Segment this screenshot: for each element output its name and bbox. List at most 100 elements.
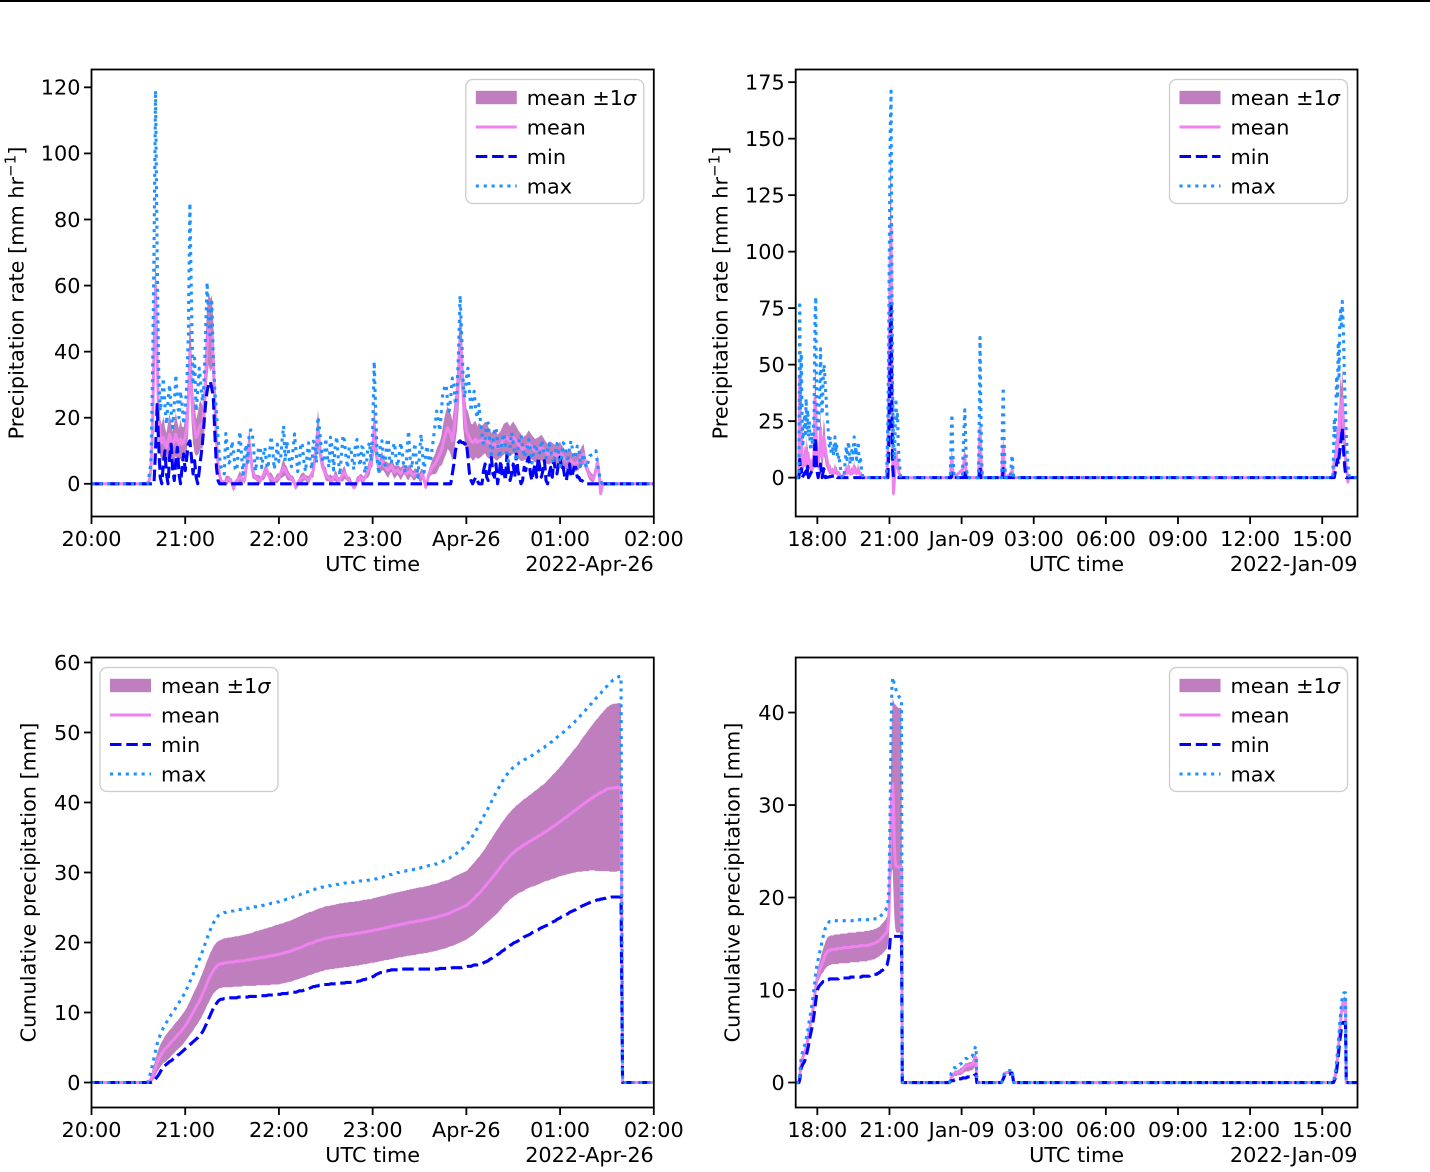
y-axis-label: Precipitation rate [mm hr−1 ] bbox=[706, 147, 733, 440]
y-tick-label: 50 bbox=[758, 353, 784, 377]
y-tick-label: 10 bbox=[758, 978, 784, 1002]
x-tick-label: 23:00 bbox=[343, 1118, 403, 1142]
axes-spines bbox=[794, 656, 1359, 1109]
y-tick-label: 150 bbox=[745, 127, 785, 151]
y-tick-label: 20 bbox=[54, 931, 80, 955]
x-tick-label: 21:00 bbox=[859, 1118, 919, 1142]
legend-label: mean ±1σ bbox=[161, 674, 271, 698]
subplot-top-left: 20:00 21:00 22:00 23:00 Apr-26 01:00 02:00 0 20 4… bbox=[2, 68, 684, 576]
x-axis-date-label: 2022-Apr-26 bbox=[525, 1143, 654, 1167]
y-tick-label: 60 bbox=[54, 651, 80, 675]
legend-label: max bbox=[1231, 762, 1276, 786]
legend-label: min bbox=[161, 733, 200, 757]
y-tick-label: 175 bbox=[745, 70, 785, 94]
y-tick-label: 40 bbox=[54, 791, 80, 815]
legend-band-swatch bbox=[1179, 90, 1221, 105]
plot-area-bottom-left bbox=[91, 674, 654, 1085]
x-tick-label: 23:00 bbox=[343, 527, 403, 551]
min-line bbox=[91, 895, 654, 1085]
x-tick-label: Apr-26 bbox=[432, 1118, 501, 1142]
min-line bbox=[795, 299, 1358, 480]
legend-label: mean bbox=[527, 115, 586, 139]
x-tick-label: 01:00 bbox=[530, 527, 590, 551]
x-tick-label: 21:00 bbox=[859, 527, 919, 551]
x-tick-label: 22:00 bbox=[249, 1118, 309, 1142]
x-tick-label: 15:00 bbox=[1292, 527, 1352, 551]
legend-label: min bbox=[1231, 733, 1270, 757]
x-tick-label: 03:00 bbox=[1004, 1118, 1064, 1142]
legend-label: mean bbox=[161, 703, 220, 727]
window-top-edge bbox=[0, 0, 1430, 2]
x-tick-label: 02:00 bbox=[624, 527, 684, 551]
legend-label: mean bbox=[1231, 703, 1290, 727]
y-tick-label: 40 bbox=[54, 340, 80, 364]
x-axis-date-label: 2022-Jan-09 bbox=[1230, 552, 1358, 576]
x-tick-label: 12:00 bbox=[1220, 527, 1280, 551]
min-line bbox=[795, 934, 1358, 1085]
legend-label: min bbox=[527, 145, 566, 169]
y-tick-label: 0 bbox=[771, 1071, 784, 1095]
y-tick-label: 20 bbox=[54, 406, 80, 430]
axes-spines bbox=[794, 68, 1359, 518]
max-line bbox=[91, 89, 654, 486]
y-tick-label: 20 bbox=[758, 886, 784, 910]
plot-area-top-left bbox=[91, 89, 654, 496]
band-mean-plus-minus-sigma bbox=[91, 703, 654, 1083]
legend-label: mean ±1σ bbox=[1231, 86, 1341, 110]
x-tick-label: 06:00 bbox=[1076, 1118, 1136, 1142]
subplot-top-right: 18:00 21:00 Jan-09 03:00 06:00 09:00 12:00 15:0… bbox=[706, 68, 1359, 576]
x-tick-label: 02:00 bbox=[624, 1118, 684, 1142]
legend-box bbox=[1168, 78, 1349, 205]
x-tick-label: Jan-09 bbox=[927, 527, 995, 551]
x-tick-label: 06:00 bbox=[1076, 527, 1136, 551]
x-tick-label: 18:00 bbox=[787, 1118, 847, 1142]
y-tick-label: 30 bbox=[758, 793, 784, 817]
x-axis-label: UTC time bbox=[1029, 552, 1124, 576]
x-tick-label: 09:00 bbox=[1148, 527, 1208, 551]
x-axis-label: UTC time bbox=[325, 1143, 420, 1167]
y-tick-label: 120 bbox=[41, 76, 81, 100]
legend-box bbox=[1168, 666, 1349, 793]
legend-band-swatch bbox=[110, 678, 151, 693]
y-tick-label: 0 bbox=[67, 1071, 80, 1095]
x-tick-label: 15:00 bbox=[1292, 1118, 1352, 1142]
legend-label: max bbox=[1231, 174, 1276, 198]
x-tick-label: 01:00 bbox=[530, 1118, 590, 1142]
x-axis-label: UTC time bbox=[325, 552, 420, 576]
x-tick-label: 03:00 bbox=[1004, 527, 1064, 551]
legend-label: mean ±1σ bbox=[1231, 674, 1341, 698]
y-tick-label: 60 bbox=[54, 274, 80, 298]
x-tick-label: 09:00 bbox=[1148, 1118, 1208, 1142]
y-axis-label: Cumulative precipitation [mm] bbox=[721, 723, 745, 1043]
y-tick-label: 0 bbox=[67, 472, 80, 496]
x-tick-label: Jan-09 bbox=[927, 1118, 995, 1142]
x-axis-date-label: 2022-Apr-26 bbox=[525, 552, 654, 576]
plot-area-bottom-right bbox=[795, 675, 1358, 1085]
legend-label: min bbox=[1231, 145, 1270, 169]
x-axis-date-label: 2022-Jan-09 bbox=[1230, 1143, 1358, 1167]
x-tick-label: 20:00 bbox=[62, 1118, 122, 1142]
y-tick-label: 40 bbox=[758, 701, 784, 725]
y-tick-label: 50 bbox=[54, 721, 80, 745]
legend-label: mean bbox=[1231, 115, 1290, 139]
mean-line bbox=[91, 785, 654, 1085]
x-axis-label: UTC time bbox=[1029, 1143, 1124, 1167]
legend-band-swatch bbox=[1179, 678, 1221, 693]
y-tick-label: 25 bbox=[758, 409, 784, 433]
max-line bbox=[795, 89, 1358, 480]
legend-label: mean ±1σ bbox=[527, 86, 637, 110]
y-tick-label: 100 bbox=[41, 142, 81, 166]
y-tick-label: 30 bbox=[54, 861, 80, 885]
y-axis-label: Precipitation rate [mm hr−1 ] bbox=[2, 147, 29, 440]
legend-box bbox=[99, 666, 279, 793]
legend-label: max bbox=[527, 174, 572, 198]
y-tick-label: 100 bbox=[745, 240, 785, 264]
x-tick-label: 21:00 bbox=[155, 1118, 215, 1142]
y-tick-label: 80 bbox=[54, 208, 80, 232]
x-tick-label: 18:00 bbox=[787, 527, 847, 551]
x-tick-label: 12:00 bbox=[1220, 1118, 1280, 1142]
legend-band-swatch bbox=[475, 90, 517, 105]
x-tick-label: 21:00 bbox=[155, 527, 215, 551]
